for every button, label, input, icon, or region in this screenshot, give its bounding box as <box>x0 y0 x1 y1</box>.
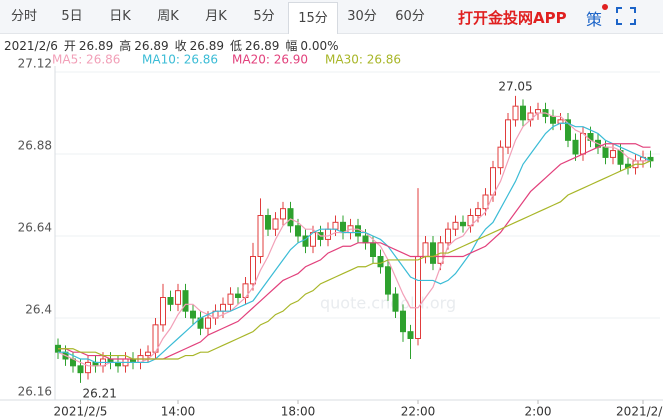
chart: 2021/2/6 开 26.89 高 26.89 收 26.89 低 26.89 幅 0.00%MA… <box>0 38 663 419</box>
candle-body <box>482 194 489 210</box>
tab[interactable]: 分时 <box>10 8 37 24</box>
info-value: 26.89 <box>134 39 168 53</box>
candle-body <box>167 297 174 305</box>
candle-body <box>430 242 436 264</box>
candle-body <box>400 310 406 333</box>
candle-body <box>175 290 181 305</box>
candle-body <box>377 256 384 268</box>
candle-body <box>452 221 459 230</box>
info-value: 26.89 <box>245 39 279 53</box>
candle-body <box>407 331 414 339</box>
candle-body <box>257 215 264 257</box>
tab[interactable]: 60分 <box>395 8 425 24</box>
x-tick-label: 2:00 <box>525 405 552 419</box>
info-value: 26.89 <box>79 39 113 53</box>
candle-body <box>220 303 226 312</box>
ma-line <box>58 143 651 360</box>
min-label: 26.21 <box>83 386 117 400</box>
candle-body <box>460 221 466 227</box>
candle-body <box>512 105 519 121</box>
x-tick-label: 14:00 <box>161 405 196 419</box>
candle-body <box>235 293 241 299</box>
candle-body <box>370 242 376 257</box>
candle-body <box>227 293 234 305</box>
info-value: 26.89 <box>190 39 224 53</box>
candle-body <box>392 293 399 312</box>
legend-entry: MA20: 26.90 <box>232 53 308 67</box>
tab[interactable]: 15分 <box>288 1 338 34</box>
candle-body <box>520 105 526 121</box>
ma-line <box>58 122 651 364</box>
tab[interactable]: 5分 <box>253 8 275 24</box>
tab-bar: 分时 5日 日K 周K 月K 5分 15分 30分 60分 <box>0 0 663 34</box>
legend-entry: MA10: 26.86 <box>142 53 218 67</box>
candle-body <box>610 150 616 158</box>
y-tick-label: 27.12 <box>18 57 52 71</box>
candle-body <box>85 361 91 374</box>
candle-body <box>550 115 556 124</box>
app-link[interactable]: 打开金投网APP <box>458 9 567 27</box>
candle-body <box>265 215 271 230</box>
ma-line <box>58 160 651 360</box>
y-tick-label: 26.4 <box>25 303 52 317</box>
candle-body <box>385 266 391 295</box>
candle-body <box>362 235 369 244</box>
candle-body <box>250 256 256 285</box>
candle-body <box>145 351 151 357</box>
legend-entry: MA5: 26.86 <box>52 53 120 67</box>
info-label: 高 <box>119 38 131 53</box>
y-tick-label: 26.16 <box>18 385 52 399</box>
candle-body <box>445 228 451 244</box>
info-date: 2021/2/6 <box>4 39 58 53</box>
candle-body <box>332 221 339 230</box>
info-label: 低 <box>230 39 242 53</box>
tab[interactable]: 5日 <box>61 8 83 24</box>
info-label: 收 <box>175 39 187 53</box>
x-tick-label: 18:00 <box>281 405 316 419</box>
info-value: 0.00% <box>300 39 338 53</box>
candle-body <box>325 228 331 240</box>
ma-line <box>57 112 651 367</box>
tab[interactable]: 周K <box>157 8 179 24</box>
candle-body <box>190 310 196 319</box>
candle-body <box>422 242 429 257</box>
watermark: quote.cngold.org <box>320 294 456 313</box>
fullscreen-button[interactable] <box>616 7 636 25</box>
info-label: 幅 <box>285 38 297 53</box>
candle-body <box>572 139 579 155</box>
y-tick-label: 26.88 <box>18 139 52 153</box>
info-line: 2021/2/6 开 26.89 高 26.89 收 26.89 低 26.89 幅 0.00% <box>4 38 339 53</box>
notice-dot <box>602 4 608 10</box>
candle-body <box>415 256 421 339</box>
candle-body <box>475 208 481 217</box>
candle-body <box>280 208 286 220</box>
candle-body <box>205 317 211 329</box>
candle-body <box>182 290 189 312</box>
tab[interactable]: 月K <box>205 8 227 24</box>
candle-body <box>497 146 504 169</box>
x-tick-label: 2021/2/5 <box>54 405 108 419</box>
legend-entry: MA30: 26.86 <box>325 53 401 67</box>
candle-body <box>565 119 571 141</box>
y-tick-label: 26.64 <box>18 221 52 235</box>
candle-body <box>272 218 279 230</box>
candle-body <box>287 208 294 227</box>
candle-body <box>77 365 84 374</box>
tab[interactable]: 30分 <box>347 8 377 24</box>
x-tick-label: 2021/2/6 <box>616 405 663 419</box>
tab[interactable]: 日K <box>109 8 131 24</box>
candle-body <box>160 297 166 326</box>
candle-body <box>580 133 586 155</box>
info-label: 开 <box>64 39 76 53</box>
strategy-button[interactable]: 策 <box>586 10 603 29</box>
candle-body <box>295 225 301 237</box>
max-label: 27.05 <box>498 79 532 93</box>
x-tick-label: 22:00 <box>401 405 436 419</box>
candle-body <box>602 146 609 158</box>
candle-body <box>340 221 346 234</box>
candle-body <box>355 225 361 237</box>
candle-body <box>505 119 511 148</box>
